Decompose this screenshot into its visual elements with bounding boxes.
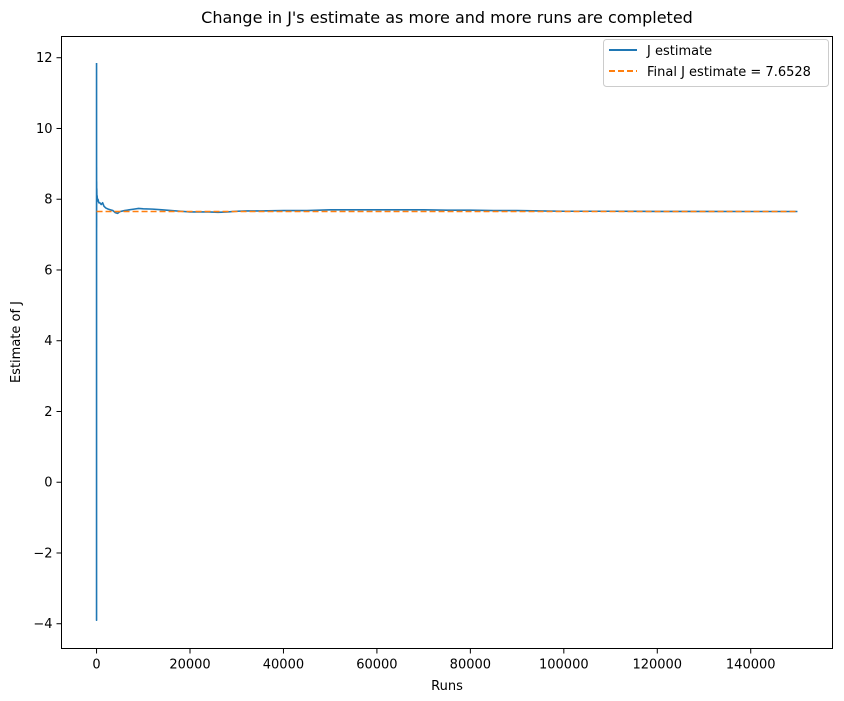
legend: J estimate Final J estimate = 7.6528	[603, 39, 829, 87]
x-tick-label: 20000	[169, 658, 210, 673]
legend-label-final-estimate: Final J estimate = 7.6528	[647, 65, 811, 80]
y-tick-label: 2	[44, 405, 52, 420]
x-tick-label: 60000	[356, 658, 397, 673]
x-tick-label: 0	[92, 658, 100, 673]
x-tick-label: 40000	[263, 658, 304, 673]
chart-title: Change in J's estimate as more and more …	[201, 8, 693, 27]
x-tick-label: 80000	[450, 658, 491, 673]
y-tick-label: 12	[36, 51, 53, 66]
y-tick-label: 4	[44, 334, 52, 349]
y-tick-label: −4	[33, 617, 52, 632]
series-j-estimate-line	[95, 63, 798, 622]
legend-box	[603, 39, 829, 87]
axes-frame	[61, 36, 833, 649]
y-tick-label: 6	[44, 263, 52, 278]
x-tick-label: 100000	[539, 658, 589, 673]
plot-area	[95, 63, 798, 622]
axes-ticks: 0 20000 40000 60000 80000 100000 120000 140000 −…	[33, 51, 775, 672]
legend-label-j-estimate: J estimate	[646, 44, 712, 59]
y-tick-label: 10	[36, 122, 53, 137]
x-axis-label: Runs	[431, 679, 463, 694]
y-tick-label: −2	[33, 546, 52, 561]
y-axis-label: Estimate of J	[9, 301, 24, 383]
y-tick-label: 0	[44, 476, 52, 491]
x-tick-label: 120000	[632, 658, 682, 673]
y-tick-label: 8	[44, 193, 52, 208]
x-tick-label: 140000	[726, 658, 776, 673]
